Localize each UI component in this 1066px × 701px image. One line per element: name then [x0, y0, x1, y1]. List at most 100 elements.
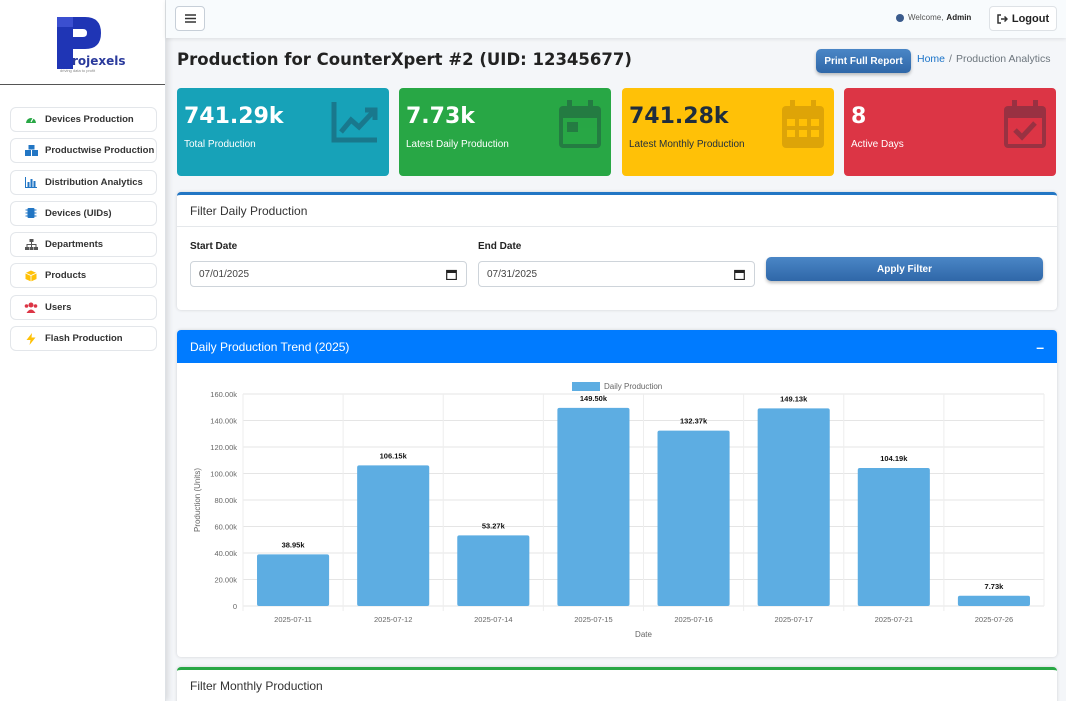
logout-label: Logout — [1011, 12, 1050, 25]
breadcrumb-separator: / — [949, 53, 952, 65]
stat-card-total-production: 741.29k Total Production — [177, 88, 389, 176]
x-axis-title: Date — [635, 630, 652, 639]
sidebar-item-label: Departments — [45, 239, 104, 251]
page-title: Production for CounterXpert #2 (UID: 123… — [177, 50, 632, 69]
sidebar-item-devices-uids[interactable]: Devices (UIDs) — [10, 200, 157, 226]
hamburger-icon — [184, 14, 196, 23]
calendar-icon[interactable] — [446, 269, 457, 280]
bar — [957, 595, 1030, 606]
sidebar-item-flash-production[interactable]: Flash Production — [10, 326, 157, 352]
data-label: 104.19k — [880, 454, 908, 463]
bar — [257, 554, 330, 606]
stat-card-latest-daily: 7.73k Latest Daily Production — [399, 88, 611, 176]
legend-swatch[interactable] — [572, 382, 600, 391]
chart-bar-icon — [24, 176, 38, 188]
start-date-input[interactable]: 07/01/2025 — [190, 261, 467, 287]
sidebar-item-label: Productwise Production — [45, 145, 155, 157]
print-report-button[interactable]: Print Full Report — [816, 49, 911, 73]
sitemap-icon — [24, 239, 38, 251]
stat-card-active-days: 8 Active Days — [844, 88, 1056, 176]
stat-label: Total Production — [184, 139, 256, 150]
sidebar-item-departments[interactable]: Departments — [10, 232, 157, 258]
sidebar-item-productwise-production[interactable]: Productwise Production — [10, 138, 157, 164]
y-tick-label: 20.00k — [214, 576, 237, 585]
logout-button[interactable]: Logout — [989, 6, 1057, 31]
calendar-grid-icon — [782, 100, 824, 148]
logo-text: rojexels — [72, 54, 126, 68]
end-date-label: End Date — [478, 241, 522, 252]
bar — [457, 535, 530, 606]
welcome-prefix: Welcome, — [908, 13, 944, 22]
bar — [757, 408, 830, 606]
daily-production-chart: Daily Production 0 20.00k 40.00k 60.00k 80.00… — [193, 382, 1045, 639]
collapse-button[interactable]: – — [1036, 339, 1044, 355]
microchip-icon — [24, 207, 38, 219]
data-label: 7.73k — [985, 582, 1005, 591]
x-tick-label: 2025-07-16 — [674, 615, 712, 624]
data-label: 106.15k — [380, 451, 408, 460]
daily-trend-panel: Daily Production Trend (2025) – Daily Pr… — [177, 330, 1057, 657]
calendar-icon[interactable] — [734, 269, 745, 280]
stat-label: Latest Daily Production — [406, 139, 509, 150]
sidebar-item-label: Devices Production — [45, 114, 134, 125]
chart-legend: Daily Production — [572, 382, 662, 391]
sidebar-item-label: Distribution Analytics — [45, 176, 143, 188]
data-label: 132.37k — [680, 417, 708, 426]
sidebar-item-label: Users — [45, 301, 72, 313]
y-tick-label: 120.00k — [210, 443, 237, 452]
x-tick-label: 2025-07-15 — [574, 615, 612, 624]
calendar-check-icon — [1004, 100, 1046, 148]
y-tick-label: 160.00k — [210, 390, 237, 399]
bar — [857, 467, 930, 606]
end-date-input[interactable]: 07/31/2025 — [478, 261, 755, 287]
sign-out-icon — [997, 13, 1008, 24]
menu-toggle-button[interactable] — [175, 6, 205, 31]
sidebar-item-products[interactable]: Products — [10, 263, 157, 289]
bolt-icon — [24, 332, 38, 345]
data-label: 53.27k — [482, 521, 506, 530]
stat-label: Active Days — [851, 139, 904, 150]
cube-icon — [24, 270, 38, 282]
y-tick-label: 40.00k — [214, 549, 237, 558]
welcome-text: Welcome, Admin — [896, 13, 971, 22]
filter-daily-panel: Filter Daily Production Start Date 07/01… — [177, 192, 1057, 310]
daily-trend-title: Daily Production Trend (2025) — [190, 339, 350, 354]
sidebar-item-distribution-analytics[interactable]: Distribution Analytics — [10, 169, 157, 195]
sidebar-item-devices-production[interactable]: Devices Production — [10, 107, 157, 132]
stat-value: 8 — [851, 104, 867, 129]
sidebar-nav: Devices Production Productwise Productio… — [10, 107, 157, 357]
breadcrumb-current: Production Analytics — [955, 53, 1051, 65]
x-tick-label: 2025-07-14 — [474, 615, 512, 624]
start-date-value: 07/01/2025 — [199, 268, 250, 280]
logo-tagline: driving data to profit — [60, 68, 96, 73]
y-tick-label: 80.00k — [214, 496, 237, 505]
stat-value: 741.28k — [629, 104, 729, 129]
daily-trend-header: Daily Production Trend (2025) – — [177, 330, 1057, 363]
stat-value: 7.73k — [406, 104, 475, 129]
filter-monthly-title: Filter Monthly Production — [177, 670, 1057, 701]
topbar: Welcome, Admin Logout — [166, 0, 1066, 38]
boxes-icon — [24, 145, 38, 157]
bar — [357, 465, 430, 606]
sidebar-item-label: Products — [45, 270, 87, 282]
stat-card-latest-monthly: 741.28k Latest Monthly Production — [622, 88, 834, 176]
projexels-logo-icon — [57, 17, 101, 69]
y-axis-title: Production (Units) — [193, 468, 202, 532]
x-tick-label: 2025-07-17 — [775, 615, 813, 624]
breadcrumb-home-link[interactable]: Home — [917, 53, 946, 65]
sidebar-item-users[interactable]: Users — [10, 294, 157, 320]
filter-monthly-panel: Filter Monthly Production — [177, 667, 1057, 701]
y-tick-label: 60.00k — [214, 523, 237, 532]
user-circle-icon — [896, 13, 904, 22]
stat-value: 741.29k — [184, 104, 284, 129]
breadcrumb: Home / Production Analytics — [917, 53, 1051, 65]
chart-line-icon — [331, 102, 378, 143]
apply-filter-button[interactable]: Apply Filter — [766, 257, 1043, 281]
sidebar: rojexels driving data to profit Devices … — [0, 0, 166, 701]
bar — [557, 407, 630, 606]
sidebar-item-label: Devices (UIDs) — [45, 207, 112, 219]
y-tick-label: 140.00k — [210, 417, 237, 426]
logo-area[interactable]: rojexels driving data to profit — [0, 0, 165, 85]
gauge-icon — [24, 114, 38, 126]
legend-label[interactable]: Daily Production — [604, 382, 662, 391]
